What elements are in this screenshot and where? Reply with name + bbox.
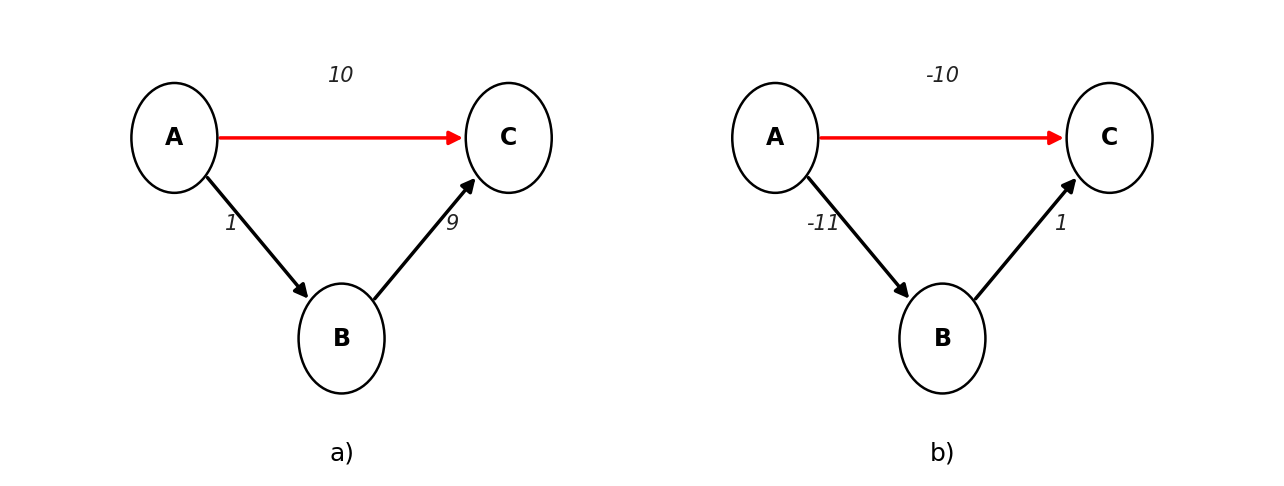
- Ellipse shape: [732, 83, 818, 193]
- Ellipse shape: [299, 284, 384, 394]
- Text: 10: 10: [329, 66, 354, 86]
- Ellipse shape: [1067, 83, 1153, 193]
- Ellipse shape: [466, 83, 552, 193]
- Ellipse shape: [131, 83, 217, 193]
- Text: 1: 1: [1055, 214, 1068, 234]
- Text: C: C: [501, 126, 517, 150]
- Text: A: A: [166, 126, 184, 150]
- Text: -10: -10: [926, 66, 959, 86]
- Text: 9: 9: [444, 214, 458, 234]
- Ellipse shape: [900, 284, 985, 394]
- Text: C: C: [1100, 126, 1118, 150]
- Text: 1: 1: [225, 214, 239, 234]
- Text: B: B: [933, 327, 951, 350]
- Text: B: B: [333, 327, 351, 350]
- Text: a): a): [329, 441, 354, 465]
- Text: A: A: [767, 126, 785, 150]
- Text: b): b): [930, 441, 955, 465]
- Text: -11: -11: [806, 214, 840, 234]
